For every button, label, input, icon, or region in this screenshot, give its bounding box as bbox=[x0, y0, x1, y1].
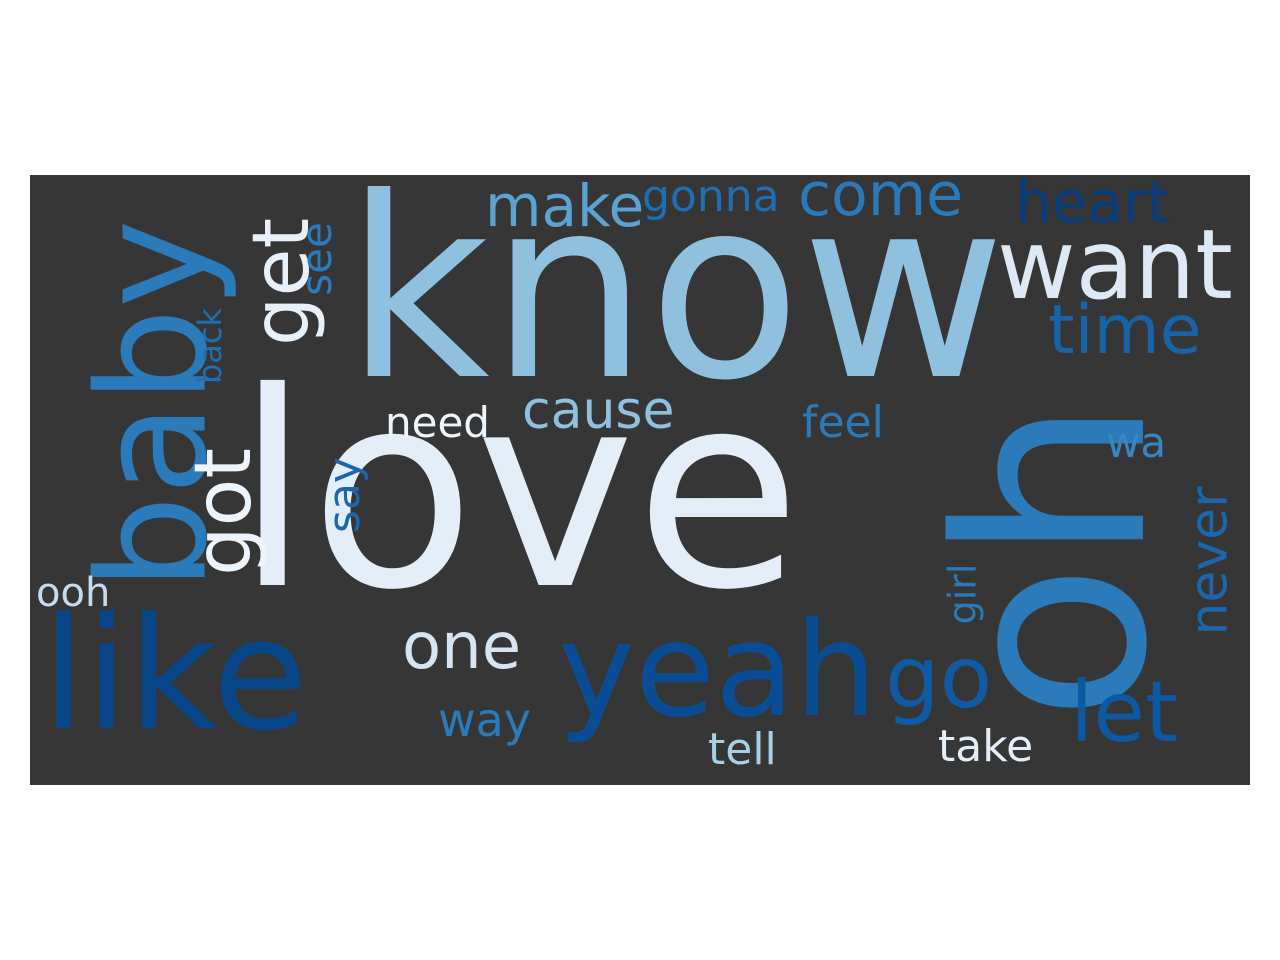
word-got: got bbox=[178, 448, 269, 576]
word-cloud: know love oh baby like yeah want get got… bbox=[30, 175, 1250, 785]
word-ooh: ooh bbox=[36, 570, 111, 616]
word-way: way bbox=[438, 693, 532, 747]
word-back: back bbox=[191, 307, 230, 385]
word-want: want bbox=[997, 209, 1233, 321]
word-gonna: gonna bbox=[642, 175, 780, 222]
word-go: go bbox=[885, 628, 993, 728]
word-one: one bbox=[402, 610, 522, 684]
word-time: time bbox=[1048, 291, 1202, 370]
word-come: come bbox=[798, 175, 964, 230]
word-like: like bbox=[42, 584, 308, 765]
word-never: never bbox=[1179, 486, 1240, 636]
word-make: make bbox=[485, 175, 645, 240]
word-say: say bbox=[318, 457, 370, 533]
word-feel: feel bbox=[802, 397, 884, 448]
word-wa: wa bbox=[1106, 418, 1167, 467]
word-take: take bbox=[938, 721, 1034, 772]
word-love: love bbox=[235, 334, 802, 649]
word-see: see bbox=[291, 222, 341, 296]
word-heart: heart bbox=[1015, 175, 1170, 236]
word-need: need bbox=[385, 398, 490, 447]
word-cause: cause bbox=[522, 381, 675, 441]
word-girl: girl bbox=[940, 563, 985, 625]
word-tell: tell bbox=[708, 724, 777, 775]
word-know: know bbox=[345, 175, 1006, 435]
word-yeah: yeah bbox=[558, 594, 877, 746]
word-let: let bbox=[1070, 663, 1178, 761]
